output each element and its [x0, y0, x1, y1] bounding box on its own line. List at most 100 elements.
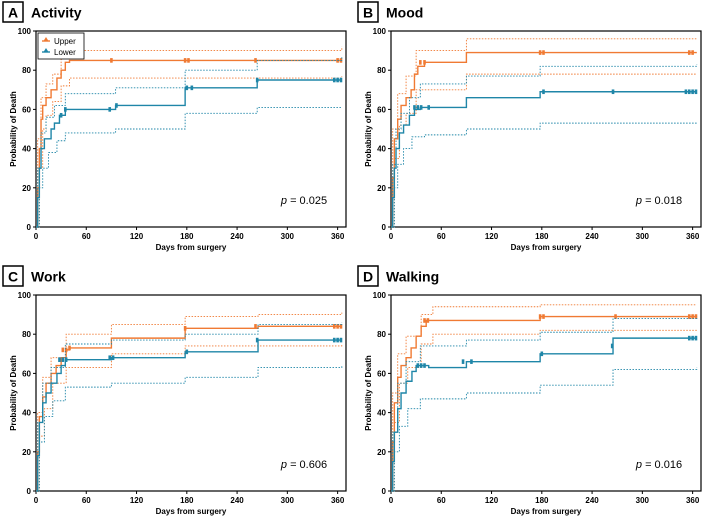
y-tick-label: 0 — [27, 223, 32, 232]
chart-d: D Walking 0 20 40 60 80 100 0 60 120 180 240 300 360 Da… — [357, 265, 702, 516]
upper-censor-mark — [423, 318, 426, 323]
upper-censor-mark — [687, 314, 691, 319]
legend-marker-upper — [43, 37, 49, 41]
y-tick-label: 80 — [377, 66, 386, 75]
lower-censor-mark — [413, 105, 416, 110]
upper-ci-lower-line — [36, 344, 343, 492]
y-tick-label: 60 — [377, 105, 386, 114]
y-tick-label: 100 — [18, 291, 32, 300]
panel-b: B Mood 0 20 40 60 80 100 0 60 120 180 240 300 360 Days … — [355, 0, 709, 263]
lower-censor-mark — [691, 335, 694, 341]
lower-censor-mark — [336, 77, 339, 83]
x-tick-label: 360 — [686, 232, 700, 241]
lower-censor-mark — [416, 105, 420, 110]
upper-censor-mark — [332, 324, 336, 329]
lower-censor-mark — [190, 85, 194, 91]
x-tick-label: 120 — [485, 496, 499, 505]
y-tick-label: 40 — [377, 409, 386, 418]
lower-censor-mark — [419, 363, 423, 368]
upper-censor-mark — [110, 58, 113, 63]
lower-survival-line — [391, 91, 697, 228]
lower-censor-mark — [185, 349, 189, 355]
panel-d: D Walking 0 20 40 60 80 100 0 60 120 180 240 300 360 Da… — [355, 264, 709, 527]
y-tick-label: 40 — [22, 409, 31, 418]
x-tick-label: 360 — [686, 496, 700, 505]
y-tick-label: 0 — [27, 487, 32, 496]
upper-censor-mark — [61, 347, 65, 353]
legend-label-upper: Upper — [54, 37, 76, 46]
x-axis-label: Days from surgery — [156, 243, 227, 252]
upper-censor-mark — [614, 314, 617, 319]
lower-censor-mark — [470, 359, 473, 364]
y-axis-label: Probability of Death — [9, 91, 18, 167]
lower-censor-mark — [687, 89, 691, 95]
lower-censor-mark — [461, 359, 465, 364]
y-tick-label: 20 — [22, 448, 31, 457]
p-value-number: = 0.018 — [642, 195, 682, 207]
x-tick-label: 60 — [82, 496, 91, 505]
p-value: p = 0.018 — [635, 195, 682, 207]
lower-censor-mark — [58, 357, 61, 362]
lower-ci-upper-line — [391, 64, 698, 228]
lower-ci-lower-line — [391, 367, 698, 492]
upper-ci-upper-line — [391, 304, 697, 492]
x-tick-label: 60 — [437, 232, 446, 241]
y-tick-label: 80 — [22, 66, 31, 75]
y-tick-label: 40 — [22, 145, 31, 154]
x-tick-label: 240 — [585, 496, 599, 505]
p-value-symbol: p — [635, 459, 642, 471]
lower-censor-mark — [59, 112, 63, 118]
lower-censor-mark — [255, 337, 259, 343]
plot-frame — [390, 30, 702, 228]
x-tick-label: 0 — [389, 232, 394, 241]
plot-frame — [35, 294, 347, 492]
x-tick-label: 300 — [281, 232, 295, 241]
x-tick-label: 0 — [34, 232, 39, 241]
upper-censor-mark — [64, 347, 68, 353]
y-tick-label: 0 — [382, 487, 387, 496]
lower-censor-mark — [423, 363, 426, 368]
plot-frame — [35, 30, 347, 228]
lower-ci-lower-line — [36, 106, 342, 228]
upper-censor-mark — [183, 58, 187, 63]
chart-title: Walking — [386, 269, 439, 285]
lower-censor-mark — [332, 337, 336, 343]
lower-censor-mark — [691, 89, 694, 95]
chart-title: Work — [31, 269, 66, 285]
upper-censor-mark — [426, 318, 430, 323]
upper-censor-mark — [254, 324, 257, 329]
p-value: p = 0.025 — [280, 195, 327, 207]
p-value-number: = 0.016 — [642, 459, 682, 471]
upper-censor-mark — [694, 314, 698, 319]
upper-censor-mark — [254, 58, 257, 63]
lower-censor-mark — [419, 105, 423, 110]
lower-censor-mark — [255, 77, 259, 83]
y-axis-label: Probability of Death — [364, 91, 373, 167]
panel-letter: B — [363, 5, 373, 21]
lower-ci-upper-line — [36, 322, 343, 492]
y-tick-label: 100 — [373, 291, 387, 300]
y-tick-label: 60 — [377, 369, 386, 378]
x-tick-label: 0 — [389, 496, 394, 505]
y-axis-label: Probability of Death — [9, 355, 18, 431]
lower-survival-line — [36, 339, 342, 492]
upper-ci-upper-line — [36, 312, 343, 492]
upper-survival-line — [391, 51, 697, 228]
y-tick-label: 100 — [373, 27, 387, 36]
chart-title: Activity — [31, 5, 82, 21]
x-tick-label: 0 — [34, 496, 39, 505]
lower-censor-mark — [540, 351, 544, 357]
y-axis-label: Probability of Death — [364, 355, 373, 431]
upper-censor-mark — [691, 50, 694, 55]
y-tick-label: 20 — [22, 184, 31, 193]
x-tick-label: 60 — [437, 496, 446, 505]
upper-censor-mark — [419, 60, 422, 65]
upper-censor-mark — [538, 50, 542, 55]
lower-censor-mark — [336, 337, 339, 343]
lower-censor-mark — [610, 343, 614, 349]
panel-letter: C — [8, 269, 18, 285]
panel-letter: D — [363, 269, 373, 285]
x-tick-label: 180 — [180, 232, 194, 241]
legend-box — [37, 32, 85, 60]
upper-censor-mark — [687, 50, 691, 55]
